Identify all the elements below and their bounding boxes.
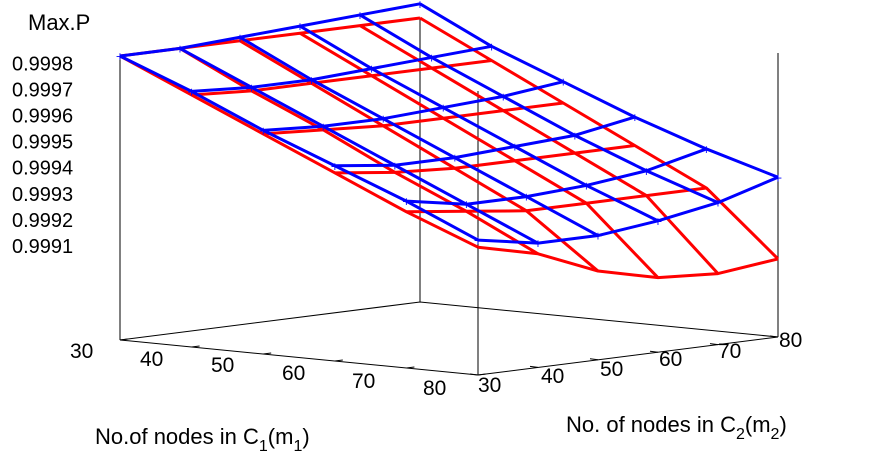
surface-point: +	[427, 51, 436, 64]
y-tick-label: 40	[541, 365, 564, 388]
surface-line-y40	[179, 47, 539, 256]
surface-line-x40	[191, 44, 492, 93]
surface-point: +	[713, 197, 722, 210]
surface-line-x60	[334, 144, 635, 175]
surface-line-y80	[419, 2, 779, 179]
surface-point: +	[473, 234, 482, 247]
surface-line-x60	[334, 115, 636, 168]
surface-line-y30	[119, 54, 479, 242]
surface-point: +	[115, 50, 124, 63]
x-tick-label: 60	[282, 362, 305, 385]
x-axis-title: No.of nodes in C1(m1)	[95, 424, 310, 453]
z-tick-label: 0.9997	[12, 79, 73, 101]
series-red-surface	[119, 16, 780, 280]
surface-point: +	[367, 63, 376, 76]
x-tick-mark	[263, 352, 272, 355]
z-tick-label: 0.9996	[12, 106, 73, 128]
series-blue-surface: + + + + + + + + + + + + + + + + + + + + + + + + + + + + + + + + + + + +	[115, 0, 782, 250]
x-tick-label: 30	[70, 340, 93, 363]
surface-line-x70	[406, 147, 707, 206]
surface-line-x70	[406, 186, 707, 214]
surface-point: +	[773, 171, 782, 184]
z-tick-label: 0.9998	[12, 53, 73, 75]
surface-point: +	[439, 102, 448, 115]
z-tick-label: 0.9993	[12, 184, 73, 206]
surface-line-y60	[299, 31, 660, 279]
z-tick-label: 0.9991	[12, 236, 73, 258]
y-axis-title: No. of nodes in C2(m2)	[566, 412, 787, 443]
y-tick-mark	[709, 343, 719, 346]
surface-point: +	[379, 113, 388, 126]
surface-point: +	[570, 129, 579, 142]
y-tick-mark	[649, 350, 659, 353]
z-tick-label: 0.9995	[12, 132, 73, 154]
surface-point: +	[247, 81, 256, 94]
surface-layer: + + + + + + + + + + + + + + + + + + + + + + + + + + + + + + + + + + + +	[115, 0, 783, 280]
surface-line-x80	[477, 245, 779, 280]
tick-labels: 0.9991 0.9992 0.9993 0.9994 0.9995 0.9996 0.99…	[12, 53, 802, 400]
y-tick-label: 60	[659, 348, 682, 371]
surface-point: +	[582, 179, 591, 192]
surface-point: +	[499, 90, 508, 103]
chart-frame	[119, 18, 779, 376]
surface-point: +	[415, 0, 424, 11]
surface-point: +	[510, 141, 519, 154]
surface-point: +	[702, 143, 711, 156]
y-tick-mark	[529, 365, 539, 368]
surface-point: +	[307, 74, 316, 87]
surface-line-y70	[359, 13, 719, 204]
surface-line-y80	[419, 16, 780, 260]
y-tick-label: 50	[600, 358, 623, 381]
surface-point: +	[450, 152, 459, 165]
surface-point: +	[559, 76, 568, 89]
surface-point: +	[653, 215, 662, 228]
surface-point: +	[187, 85, 196, 98]
surface-point: +	[642, 165, 651, 178]
surface-point: +	[487, 40, 496, 53]
surface-line-y30	[119, 54, 479, 249]
x-tick-mark	[406, 366, 415, 369]
y-tick-mark	[769, 335, 779, 338]
surface-point: +	[235, 31, 244, 44]
y-tick-label: 70	[718, 340, 741, 363]
surface-line-x30	[119, 2, 421, 58]
surface-point: +	[330, 160, 339, 173]
y-tick-label: 30	[478, 374, 501, 397]
z-axis-title: Max.P	[28, 10, 90, 35]
x-tick-label: 40	[140, 348, 163, 371]
surface-line-y50	[239, 35, 599, 237]
y-tick-mark	[469, 373, 479, 376]
surface-point: +	[522, 191, 531, 204]
z-tick-label: 0.9994	[12, 158, 73, 180]
surface-point: +	[319, 120, 328, 133]
x-tick-mark	[119, 338, 129, 341]
x-tick-mark	[334, 359, 343, 362]
x-tick-label: 80	[423, 377, 446, 400]
x-tick-mark	[477, 373, 487, 376]
z-tick-label: 0.9992	[12, 210, 73, 232]
surface-line-y40	[179, 47, 539, 245]
surface-line-x40	[191, 59, 492, 97]
surface-line-x80	[477, 175, 779, 245]
surface-line-x50	[263, 101, 564, 136]
surface-point: +	[533, 237, 542, 250]
surface-line-y50	[239, 39, 599, 273]
surface-point: +	[402, 195, 411, 208]
surface-point: +	[355, 9, 364, 22]
surface-point: +	[593, 230, 602, 243]
x-tick-label: 70	[352, 370, 375, 393]
y-tick-mark	[589, 358, 599, 361]
surface-point: +	[630, 111, 639, 124]
surface-point: +	[390, 159, 399, 172]
x-tick-label: 50	[211, 354, 234, 377]
surface-point: +	[295, 20, 304, 33]
surface-point: +	[462, 198, 471, 211]
y-tick-label: 80	[779, 329, 802, 352]
surface-point: +	[259, 124, 268, 137]
x-tick-mark	[191, 345, 200, 348]
surface-line-x50	[263, 80, 564, 132]
surface-point: +	[175, 42, 184, 55]
surface-line-y60	[299, 24, 659, 223]
